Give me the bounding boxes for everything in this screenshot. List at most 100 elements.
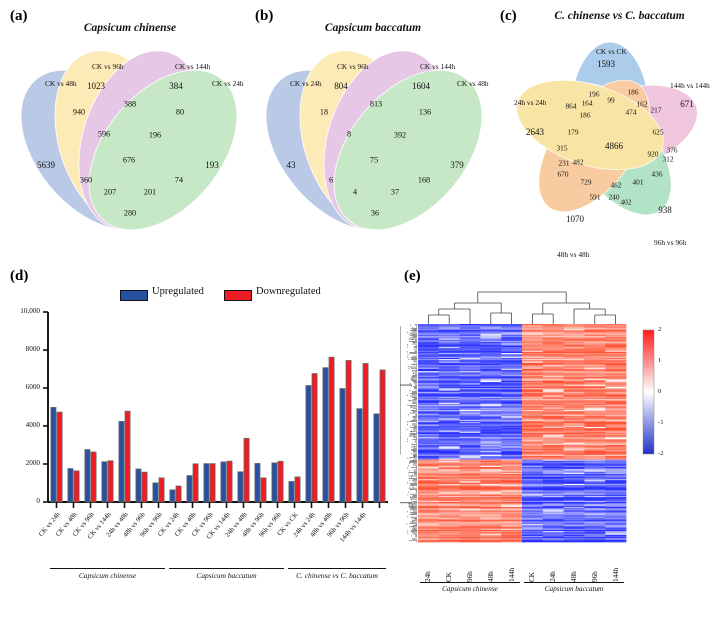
heatmap-cell (563, 336, 585, 338)
heatmap-cell (605, 480, 627, 482)
heatmap-cell (563, 493, 585, 496)
heatmap-cell (605, 333, 627, 336)
heatmap-cell (542, 462, 564, 464)
heatmap-cell (480, 521, 502, 523)
heatmap-cell (438, 394, 460, 396)
venn-region-count: 591 (589, 192, 601, 202)
heatmap-cell (563, 472, 585, 475)
heatmap-cell (563, 508, 585, 510)
heatmap-cell (418, 366, 440, 368)
heatmap-cell (418, 417, 440, 419)
heatmap-cell (418, 379, 440, 382)
heatmap-cell (584, 430, 606, 433)
heatmap-cell (584, 472, 606, 475)
heatmap-cell (542, 502, 564, 504)
heatmap-cell (605, 359, 627, 361)
heatmap-cell (542, 492, 564, 494)
venn-region-count: 5639 (37, 160, 55, 170)
heatmap-cell (522, 487, 544, 490)
heatmap-cell (501, 477, 523, 480)
heatmap-cell (522, 485, 544, 487)
heatmap-cell (501, 459, 523, 462)
heatmap-cell (418, 527, 440, 530)
heatmap-cell (418, 443, 440, 446)
heatmap-cell (605, 517, 627, 520)
heatmap-cell (501, 489, 523, 492)
heatmap-cell (480, 328, 502, 331)
heatmap-cell (459, 433, 481, 435)
heatmap-cell (542, 479, 564, 481)
heatmap-cell (459, 399, 481, 401)
heatmap-cell (605, 413, 627, 416)
heatmap-cell (459, 540, 481, 543)
heatmap-cell (605, 439, 627, 441)
heatmap-cell (522, 493, 544, 496)
heatmap-cell (418, 447, 440, 450)
heatmap-cell (584, 517, 606, 520)
heatmap-cell (542, 485, 564, 487)
heatmap-cell (418, 407, 440, 410)
heatmap-cell (584, 447, 606, 450)
heatmap-cell (459, 342, 481, 344)
heatmap-cell (501, 330, 523, 332)
heatmap-cell (480, 526, 502, 528)
heatmap-cell (584, 386, 606, 389)
heatmap-cell (480, 506, 502, 509)
heatmap-cell (459, 521, 481, 523)
heatmap-cell (584, 351, 606, 354)
heatmap-cell (563, 367, 585, 370)
heatmap-cell (584, 470, 606, 473)
heatmap-cell (501, 382, 523, 384)
heatmap-svg (400, 291, 655, 543)
heatmap-cell (542, 350, 564, 353)
heatmap-cell (438, 330, 460, 332)
heatmap-cell (480, 453, 502, 456)
heatmap-cell (480, 376, 502, 378)
heatmap-cell (418, 504, 440, 507)
heatmap-cell (480, 419, 502, 422)
heatmap-cell (542, 416, 564, 418)
heatmap-cell (542, 342, 564, 344)
heatmap-cell (542, 491, 564, 493)
venn-region-count: 74 (174, 175, 184, 185)
heatmap-cell (584, 418, 606, 421)
heatmap-cell (542, 477, 564, 480)
heatmap-cell (459, 402, 481, 405)
heatmap-cell (605, 370, 627, 372)
heatmap-cell (584, 331, 606, 333)
heatmap-cell (418, 493, 440, 496)
heatmap-cell (522, 355, 544, 358)
heatmap-cell (459, 474, 481, 476)
bar-downregulated (124, 410, 131, 503)
heatmap-cell (542, 340, 564, 343)
heatmap-cell (605, 385, 627, 388)
heatmap-cell (605, 525, 627, 527)
heatmap-cell (438, 331, 460, 333)
heatmap-cell (501, 418, 523, 421)
heatmap-cell (605, 409, 627, 412)
heatmap-cell (418, 470, 440, 473)
heatmap-cell (542, 488, 564, 491)
heatmap-cell (480, 425, 502, 428)
heatmap-cell (605, 342, 627, 344)
heatmap-cell (459, 453, 481, 456)
heatmap-cell (605, 435, 627, 437)
heatmap-cell (584, 532, 606, 534)
heatmap-cell (480, 416, 502, 418)
heatmap-cell (542, 518, 564, 521)
heatmap-cell (480, 340, 502, 343)
venn-region-count: 196 (588, 89, 600, 99)
heatmap-cell (542, 409, 564, 412)
heatmap-cell (438, 350, 460, 353)
heatmap-cell (563, 474, 585, 476)
heatmap-cell (418, 497, 440, 499)
bar-upregulated (203, 463, 210, 503)
heatmap-cell (584, 365, 606, 367)
heatmap-cell (480, 522, 502, 525)
venn-region-count: 312 (662, 154, 674, 164)
heatmap-cell (584, 428, 606, 430)
heatmap-cell (480, 377, 502, 379)
heatmap-cell (522, 540, 544, 543)
heatmap-cell (438, 430, 460, 433)
heatmap-cell (459, 420, 481, 423)
